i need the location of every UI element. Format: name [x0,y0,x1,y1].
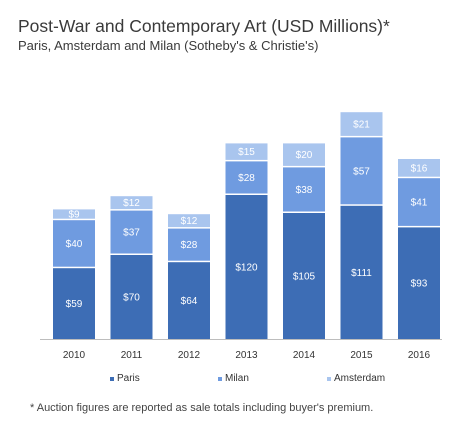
bar-paris-2011 [110,255,153,339]
bar-milan-2010 [53,220,95,267]
data-label-paris-2010: $59 [66,299,83,310]
bar-amsterdam-2010 [53,209,95,219]
data-label-amsterdam-2010: $9 [68,210,80,221]
data-label-paris-2015: $111 [351,268,372,279]
data-label-paris-2012: $64 [181,296,198,307]
data-label-amsterdam-2015: $21 [353,120,370,131]
legend-item-milan: Milan [218,373,249,384]
data-label-milan-2015: $57 [353,166,370,177]
x-tick-label-2011: 2011 [121,350,143,361]
data-label-paris-2011: $70 [123,293,140,304]
bar-milan-2015 [340,137,383,205]
legend-item-amsterdam: Amsterdam [327,373,385,384]
data-label-amsterdam-2014: $20 [296,150,313,161]
legend-item-paris: Paris [110,373,140,384]
legend-label-milan: Milan [225,373,249,384]
data-label-amsterdam-2016: $16 [411,163,428,174]
data-label-milan-2014: $38 [296,185,313,196]
data-label-paris-2013: $120 [235,263,258,274]
bar-milan-2014 [283,167,325,212]
x-tick-label-2016: 2016 [408,350,431,361]
bar-milan-2016 [398,178,440,226]
chart-legend: Paris Milan Amsterdam [0,373,466,389]
legend-label-amsterdam: Amsterdam [334,373,386,384]
bar-paris-2014 [283,213,325,339]
stacked-bar-chart: $59 $40 $9 2010 $70 $37 $12 2011 $64 $28 $12 2012 $1… [40,112,442,361]
legend-swatch-milan [218,376,222,381]
bar-paris-2012 [168,262,210,339]
chart-title: Post-War and Contemporary Art (USD Milli… [18,16,390,36]
data-label-milan-2011: $37 [123,228,140,239]
legend-label-paris: Paris [117,373,140,384]
bar-amsterdam-2011 [110,196,153,210]
bar-amsterdam-2016 [398,159,440,177]
bar-amsterdam-2012 [168,214,210,228]
bar-amsterdam-2014 [283,143,325,166]
data-label-milan-2016: $41 [411,198,428,209]
data-label-milan-2012: $28 [181,240,198,251]
data-label-amsterdam-2011: $12 [123,198,140,209]
bar-amsterdam-2013 [225,143,268,160]
data-label-amsterdam-2013: $15 [238,147,255,158]
x-tick-label-2015: 2015 [350,350,373,361]
bar-paris-2013 [225,195,268,339]
x-tick-label-2012: 2012 [178,350,201,361]
legend-swatch-paris [110,376,114,381]
bar-paris-2016 [398,227,440,339]
x-tick-label-2010: 2010 [63,350,86,361]
x-tick-label-2013: 2013 [235,350,258,361]
bar-milan-2012 [168,228,210,261]
x-tick-label-2014: 2014 [293,350,316,361]
bar-milan-2013 [225,161,268,194]
bar-paris-2010 [53,268,95,339]
data-label-paris-2016: $93 [411,279,428,290]
data-label-amsterdam-2012: $12 [181,216,198,227]
data-label-paris-2014: $105 [293,272,316,283]
bar-amsterdam-2015 [340,112,383,136]
bar-milan-2011 [110,210,153,254]
data-label-milan-2013: $28 [238,173,255,184]
legend-swatch-amsterdam [327,376,331,381]
chart-footnote: * Auction figures are reported as sale t… [30,402,374,414]
chart-subtitle: Paris, Amsterdam and Milan (Sotheby's & … [18,38,319,53]
data-label-milan-2010: $40 [66,239,83,250]
bar-paris-2015 [340,205,383,339]
